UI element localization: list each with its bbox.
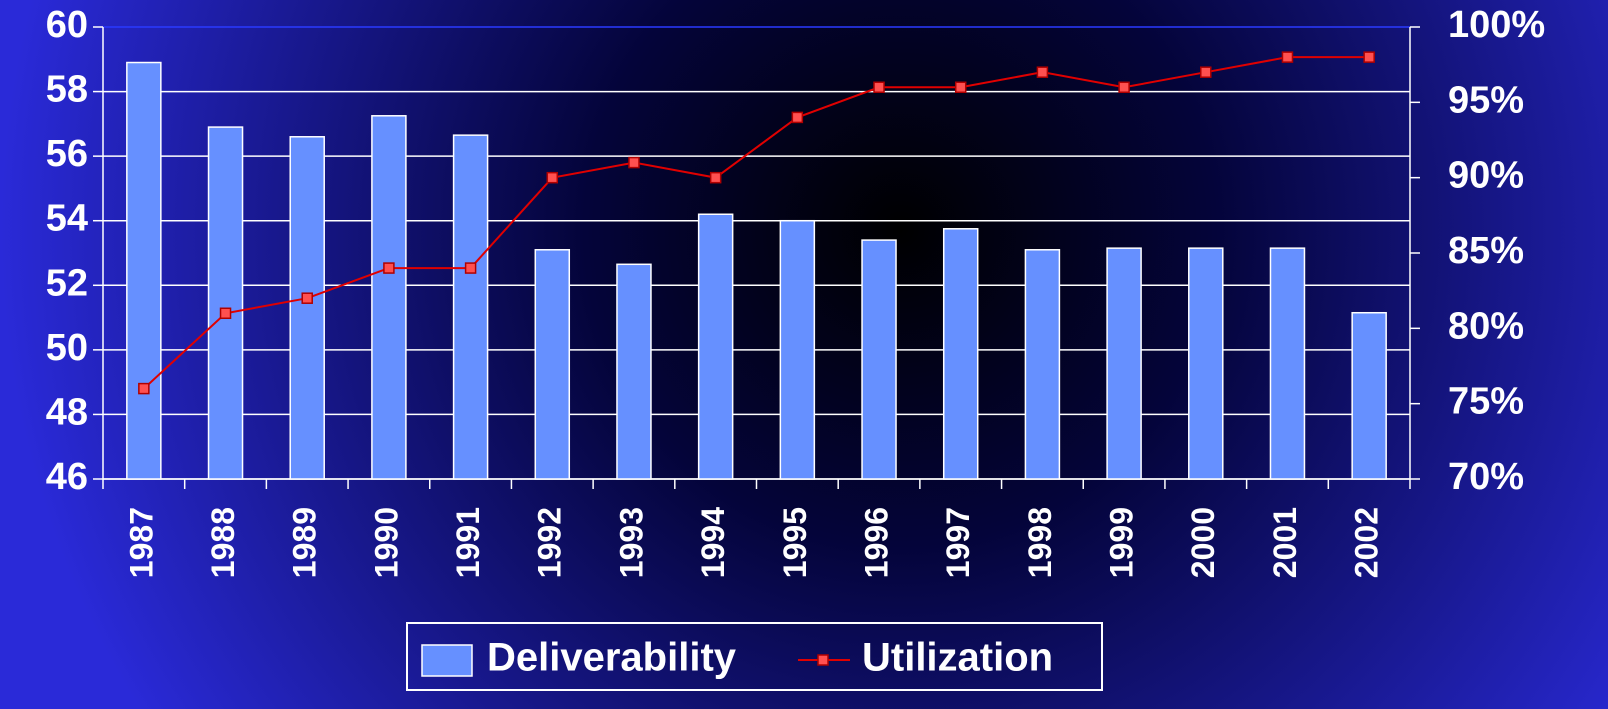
point [873, 81, 885, 94]
y2-tick-label: 95% [1448, 79, 1524, 121]
bar [126, 61, 162, 480]
x-tick-label: 1994 [695, 507, 731, 578]
y2-tick-label: 85% [1448, 230, 1524, 272]
bar [861, 239, 897, 480]
x-tick-label: 2002 [1349, 507, 1385, 578]
bar [1188, 247, 1224, 480]
x-tick-label: 1988 [205, 507, 241, 578]
line [143, 56, 1370, 390]
bar [697, 213, 734, 480]
x-tick-label: 1992 [532, 507, 568, 578]
y-tick-label: 48 [46, 391, 88, 433]
y-tick-label: 56 [46, 133, 88, 175]
point [1036, 66, 1049, 78]
point [628, 156, 640, 169]
point [791, 111, 804, 124]
bar [942, 228, 979, 480]
bar [1269, 247, 1306, 480]
bar [534, 249, 571, 480]
bar [371, 115, 407, 480]
x-tick-label: 1996 [858, 507, 894, 578]
y2-tick-label: 70% [1448, 456, 1524, 498]
bar [616, 263, 652, 480]
x-tick-label: 1989 [287, 507, 323, 578]
x-tick-label: 2001 [1267, 507, 1303, 578]
point [709, 171, 722, 184]
x-tick-label: 1990 [368, 507, 404, 578]
y-tick-label: 60 [46, 4, 88, 46]
x-tick-label: 1995 [777, 507, 813, 578]
point [1118, 81, 1130, 94]
x-tick-label: 1993 [613, 507, 649, 578]
legend-marker [817, 654, 829, 666]
x-tick-label: 2000 [1185, 507, 1221, 578]
bar [207, 126, 244, 480]
x-tick-label: 1997 [940, 507, 976, 578]
point [1363, 51, 1375, 63]
y-tick-label: 52 [46, 262, 88, 304]
bar [1024, 249, 1061, 480]
point [546, 171, 559, 184]
point [954, 81, 967, 94]
point [138, 382, 150, 395]
bar [1106, 247, 1142, 480]
y-tick-label: 54 [46, 198, 88, 240]
legend-label: Utilization [862, 636, 1053, 680]
legend-swatch [421, 644, 473, 677]
legend: Deliverability Utilization [406, 622, 1103, 691]
point [464, 262, 477, 274]
x-tick-label: 1991 [450, 507, 486, 578]
bar [779, 219, 816, 480]
y-tick-label: 50 [46, 327, 88, 369]
point [383, 262, 395, 274]
x-tick-label: 1987 [123, 507, 159, 578]
y-tick-label: 46 [46, 456, 88, 498]
point [301, 292, 313, 304]
point [1281, 51, 1294, 63]
x-tick-label: 1999 [1104, 507, 1140, 578]
point [219, 307, 232, 320]
legend-label: Deliverability [487, 636, 737, 680]
y2-tick-label: 90% [1448, 155, 1524, 197]
y-tick-label: 58 [46, 69, 88, 111]
y2-tick-label: 100% [1448, 4, 1545, 46]
bar [289, 136, 325, 480]
legend-box [406, 622, 1103, 691]
y2-tick-label: 75% [1448, 381, 1524, 423]
x-tick-label: 1998 [1022, 507, 1058, 578]
bar [452, 134, 489, 480]
point [1200, 66, 1212, 78]
bar [1351, 311, 1387, 480]
y2-tick-label: 80% [1448, 305, 1524, 347]
